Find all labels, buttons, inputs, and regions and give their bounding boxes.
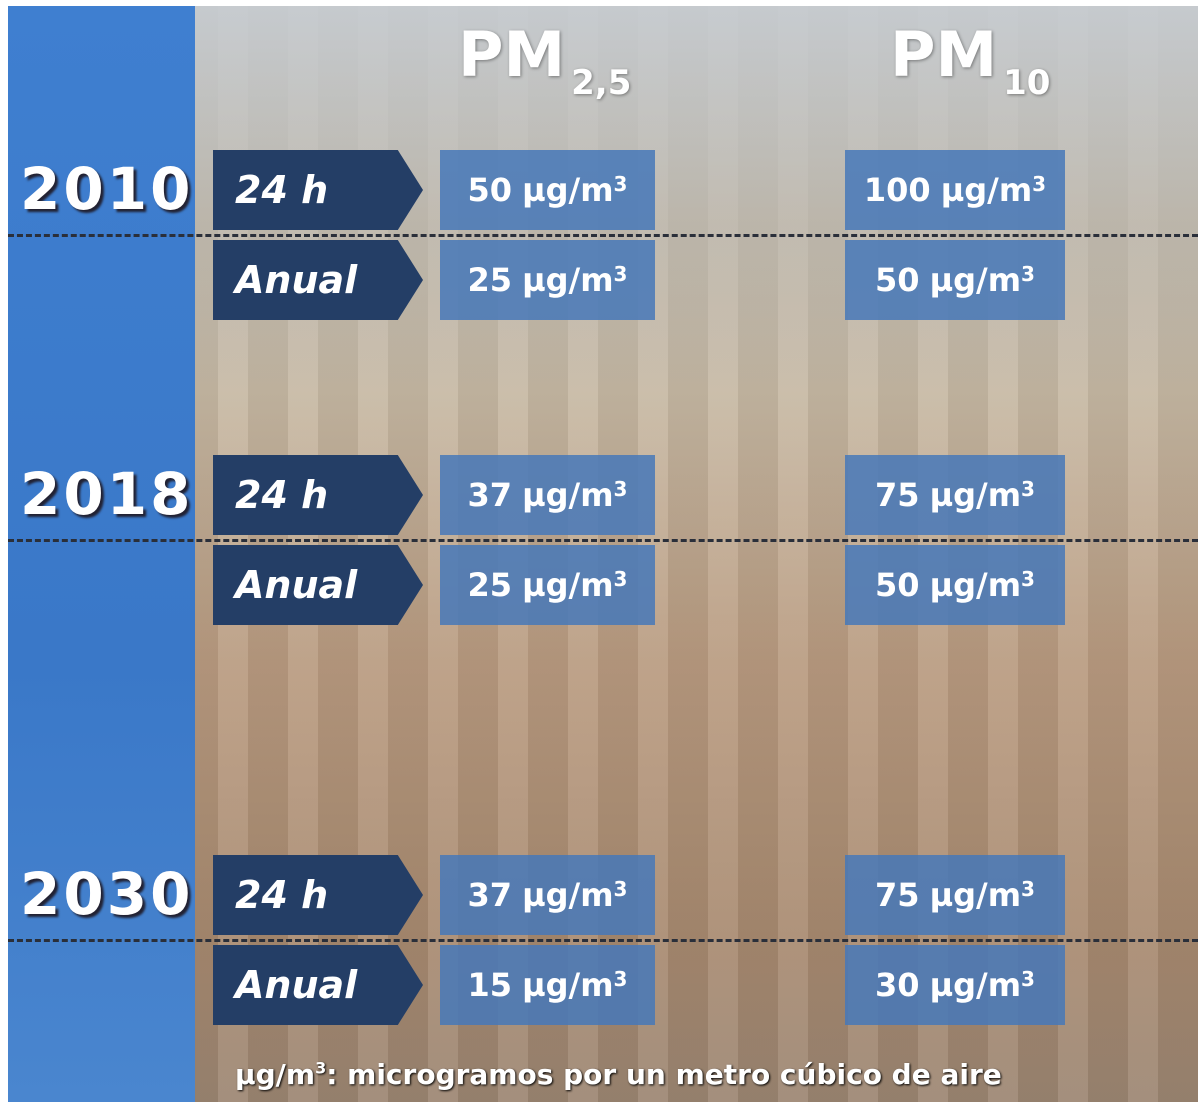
unit-exp: 3 [1021,967,1035,991]
header-main: PM [458,18,566,91]
unit-exp: 3 [613,567,628,591]
value: 30 [875,966,920,1004]
value: 50 [875,261,920,299]
period-label: Anual [213,545,423,625]
footnote-unit: µg/m [235,1058,316,1091]
header-sub: 2,5 [571,63,632,103]
unit-exp: 3 [613,172,628,196]
period-label: 24 h [213,150,423,230]
header-main: PM [890,18,998,91]
side-band [8,6,195,1102]
unit-exp: 3 [1021,567,1035,591]
value: 25 [467,261,513,299]
value-cell: 50 µg/m 3 [845,545,1065,625]
value: 75 [875,476,920,514]
unit-exp: 3 [613,477,628,501]
year-label: 2030 [20,860,194,928]
divider [8,539,1198,542]
header-sub: 10 [1003,63,1051,103]
unit: µg/m [522,966,614,1004]
year-label: 2010 [20,155,194,223]
unit-exp: 3 [1021,477,1035,501]
unit: µg/m [522,876,614,914]
unit: µg/m [522,261,614,299]
value: 25 [467,566,513,604]
footnote-exp: 3 [315,1058,327,1078]
column-header: PM 10 [890,18,1050,103]
unit: µg/m [929,876,1022,914]
value-cell: 75 µg/m 3 [845,855,1065,935]
value: 100 [863,171,931,209]
value-cell: 100 µg/m 3 [845,150,1065,230]
value: 75 [875,876,920,914]
unit: µg/m [522,566,614,604]
value-cell: 30 µg/m 3 [845,945,1065,1025]
footnote-text: : microgramos por un metro cúbico de air… [326,1058,1002,1091]
unit: µg/m [929,966,1022,1004]
unit-exp: 3 [1032,172,1047,196]
column-header: PM 2,5 [458,18,631,103]
period-label: 24 h [213,455,423,535]
value-cell: 50 µg/m 3 [845,240,1065,320]
value-cell: 25 µg/m 3 [440,545,655,625]
value-cell: 37 µg/m 3 [440,455,655,535]
unit: µg/m [929,476,1022,514]
footnote: µg/m3: microgramos por un metro cúbico d… [235,1058,1002,1091]
unit-exp: 3 [1021,262,1035,286]
unit-exp: 3 [613,967,628,991]
value: 37 [467,876,513,914]
unit: µg/m [522,171,614,209]
value: 37 [467,476,513,514]
value-cell: 25 µg/m 3 [440,240,655,320]
period-label: Anual [213,945,423,1025]
year-label: 2018 [20,460,194,528]
unit: µg/m [929,566,1022,604]
value-cell: 50 µg/m 3 [440,150,655,230]
unit: µg/m [940,171,1033,209]
value: 15 [467,966,513,1004]
value-cell: 37 µg/m 3 [440,855,655,935]
period-label: 24 h [213,855,423,935]
unit-exp: 3 [1021,877,1035,901]
unit-exp: 3 [613,877,628,901]
unit: µg/m [929,261,1022,299]
divider [8,234,1198,237]
value: 50 [467,171,513,209]
unit-exp: 3 [613,262,628,286]
value-cell: 75 µg/m 3 [845,455,1065,535]
unit: µg/m [522,476,614,514]
value-cell: 15 µg/m 3 [440,945,655,1025]
period-label: Anual [213,240,423,320]
divider [8,939,1198,942]
value: 50 [875,566,920,604]
